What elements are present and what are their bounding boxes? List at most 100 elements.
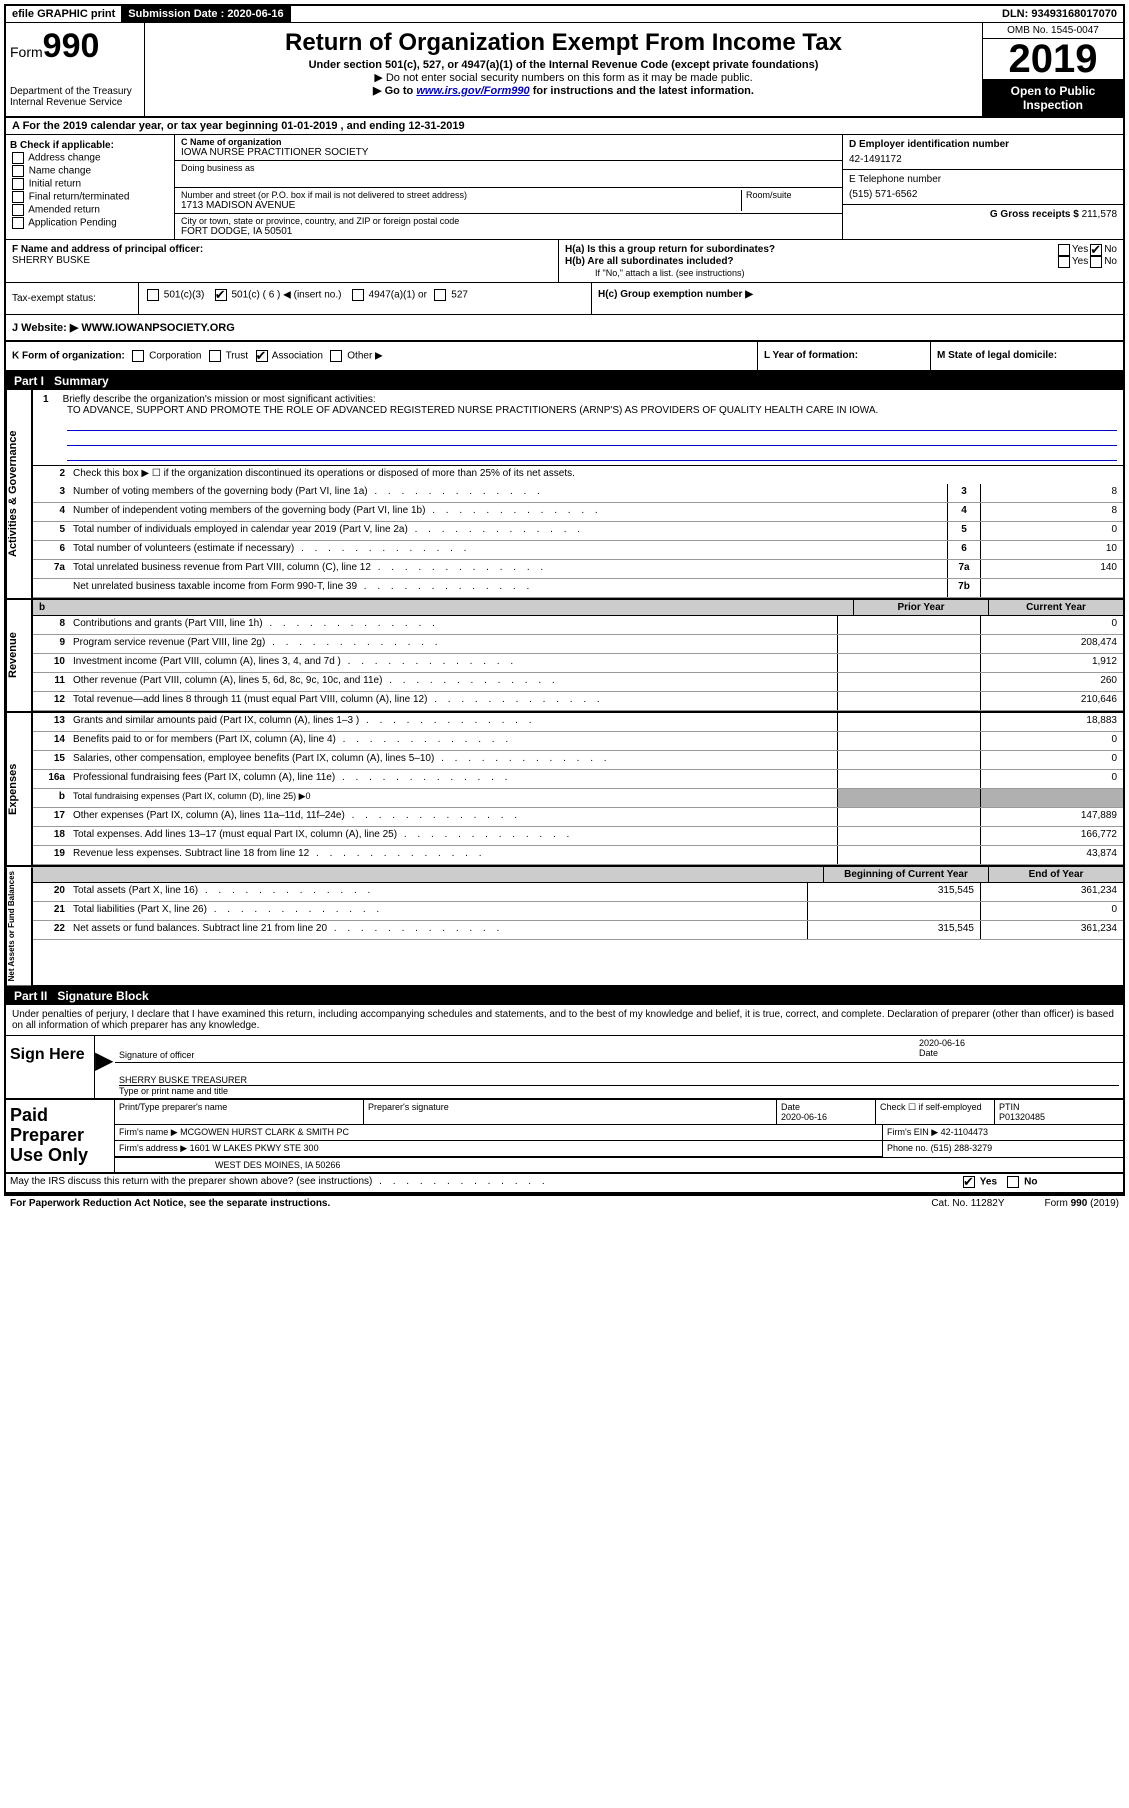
table-row: 18Total expenses. Add lines 13–17 (must …: [33, 827, 1123, 846]
mission-block: 1Briefly describe the organization's mis…: [33, 390, 1123, 466]
checkbox-column: B Check if applicable: Address change Na…: [6, 135, 175, 239]
line-2: 2 Check this box ▶ ☐ if the organization…: [33, 466, 1123, 484]
website-row: J Website: ▶ WWW.IOWANPSOCIETY.ORG: [6, 315, 1123, 342]
cat-no: Cat. No. 11282Y: [931, 1198, 1004, 1209]
table-row: Net unrelated business taxable income fr…: [33, 579, 1123, 598]
chk-initial[interactable]: Initial return: [10, 178, 170, 190]
governance-section: Activities & Governance 1Briefly describ…: [6, 390, 1123, 598]
table-row: 13Grants and similar amounts paid (Part …: [33, 713, 1123, 732]
form-subtitle: Under section 501(c), 527, or 4947(a)(1)…: [149, 59, 978, 71]
part1-header: Part I Summary: [6, 372, 1123, 390]
table-row: 9Program service revenue (Part VIII, lin…: [33, 635, 1123, 654]
sig-officer-line: Signature of officer 2020-06-16Date: [115, 1036, 1123, 1063]
sidebar-expenses: Expenses: [6, 713, 33, 865]
table-row: 10Investment income (Part VIII, column (…: [33, 654, 1123, 673]
sidebar-netassets: Net Assets or Fund Balances: [6, 867, 33, 985]
netassets-section: Net Assets or Fund Balances Beginning of…: [6, 867, 1123, 987]
table-row: 19Revenue less expenses. Subtract line 1…: [33, 846, 1123, 865]
officer-cell: F Name and address of principal officer:…: [6, 240, 559, 282]
declaration-text: Under penalties of perjury, I declare th…: [6, 1005, 1123, 1035]
status-label: Tax-exempt status:: [6, 283, 139, 314]
name-address-column: C Name of organization IOWA NURSE PRACTI…: [175, 135, 843, 239]
ein-column: D Employer identification number 42-1491…: [843, 135, 1123, 239]
form-title: Return of Organization Exempt From Incom…: [149, 29, 978, 57]
tax-year: 2019: [983, 39, 1123, 80]
preparer-block: Paid Preparer Use Only Print/Type prepar…: [6, 1098, 1123, 1174]
irs-label: Internal Revenue Service: [10, 97, 140, 108]
m-state: M State of legal domicile:: [931, 342, 1123, 370]
revenue-section: Revenue b Prior Year Current Year 8Contr…: [6, 598, 1123, 713]
dln: DLN: 93493168017070: [996, 6, 1123, 22]
chk-final[interactable]: Final return/terminated: [10, 191, 170, 203]
instructions-link[interactable]: www.irs.gov/Form990: [416, 85, 529, 97]
table-row: 5Total number of individuals employed in…: [33, 522, 1123, 541]
chk-pending[interactable]: Application Pending: [10, 217, 170, 229]
status-options: 501(c)(3) 501(c) ( 6 ) ◀ (insert no.) 49…: [139, 283, 592, 314]
header-right: OMB No. 1545-0047 2019 Open to Public In…: [983, 23, 1123, 116]
k-form-org: K Form of organization: Corporation Trus…: [6, 342, 758, 370]
chk-name[interactable]: Name change: [10, 165, 170, 177]
net-col-header: Beginning of Current Year End of Year: [33, 867, 1123, 883]
note-2: ▶ Go to www.irs.gov/Form990 for instruct…: [149, 84, 978, 97]
table-row: 16aProfessional fundraising fees (Part I…: [33, 770, 1123, 789]
tax-period: A For the 2019 calendar year, or tax yea…: [6, 118, 1123, 135]
top-bar: efile GRAPHIC print Submission Date : 20…: [6, 6, 1123, 23]
preparer-grid: Print/Type preparer's name Preparer's si…: [115, 1100, 1123, 1172]
table-row: 3Number of voting members of the governi…: [33, 484, 1123, 503]
open-public-badge: Open to Public Inspection: [983, 80, 1123, 116]
header-left: Form990 Department of the Treasury Inter…: [6, 23, 145, 116]
part2-header: Part II Signature Block: [6, 987, 1123, 1005]
form-ref: Form 990 (2019): [1045, 1198, 1119, 1209]
officer-name-line: SHERRY BUSKE TREASURERType or print name…: [115, 1063, 1123, 1098]
dept-label: Department of the Treasury: [10, 86, 140, 97]
table-row: 8Contributions and grants (Part VIII, li…: [33, 616, 1123, 635]
org-name-cell: C Name of organization IOWA NURSE PRACTI…: [175, 135, 842, 161]
hc-cell: H(c) Group exemption number ▶: [592, 283, 1123, 314]
table-row: 6Total number of volunteers (estimate if…: [33, 541, 1123, 560]
discuss-row: May the IRS discuss this return with the…: [6, 1174, 1123, 1194]
table-row: 7aTotal unrelated business revenue from …: [33, 560, 1123, 579]
spacer: [291, 12, 996, 16]
efile-label: efile GRAPHIC print: [6, 6, 122, 22]
l-year: L Year of formation:: [758, 342, 931, 370]
form-container: efile GRAPHIC print Submission Date : 20…: [4, 4, 1125, 1196]
entity-block: B Check if applicable: Address change Na…: [6, 135, 1123, 240]
table-row: 15Salaries, other compensation, employee…: [33, 751, 1123, 770]
table-row: 4Number of independent voting members of…: [33, 503, 1123, 522]
form-header: Form990 Department of the Treasury Inter…: [6, 23, 1123, 118]
officer-row: F Name and address of principal officer:…: [6, 240, 1123, 283]
address-cell: Number and street (or P.O. box if mail i…: [175, 188, 842, 214]
dba-cell: Doing business as: [175, 161, 842, 188]
sign-here-block: Sign Here ▶ Signature of officer 2020-06…: [6, 1035, 1123, 1098]
table-row: 14Benefits paid to or for members (Part …: [33, 732, 1123, 751]
chk-address[interactable]: Address change: [10, 152, 170, 164]
rev-col-header: b Prior Year Current Year: [33, 600, 1123, 616]
sign-here-label: Sign Here: [6, 1036, 95, 1098]
table-row: 11Other revenue (Part VIII, column (A), …: [33, 673, 1123, 692]
city-cell: City or town, state or province, country…: [175, 214, 842, 239]
form-number: Form990: [10, 27, 140, 66]
preparer-label: Paid Preparer Use Only: [6, 1100, 115, 1172]
group-return-cell: H(a) Is this a group return for subordin…: [559, 240, 1123, 282]
footer: For Paperwork Reduction Act Notice, see …: [4, 1196, 1125, 1211]
gross-cell: G Gross receipts $ 211,578: [843, 205, 1123, 224]
table-row: 12Total revenue—add lines 8 through 11 (…: [33, 692, 1123, 711]
paperwork-notice: For Paperwork Reduction Act Notice, see …: [10, 1198, 330, 1209]
table-row: 17Other expenses (Part IX, column (A), l…: [33, 808, 1123, 827]
phone-cell: E Telephone number (515) 571-6562: [843, 170, 1123, 205]
expenses-section: Expenses 13Grants and similar amounts pa…: [6, 713, 1123, 867]
note-1: ▶ Do not enter social security numbers o…: [149, 71, 978, 84]
table-row: 21Total liabilities (Part X, line 26)0: [33, 902, 1123, 921]
tax-status-row: Tax-exempt status: 501(c)(3) 501(c) ( 6 …: [6, 283, 1123, 315]
table-row: 20Total assets (Part X, line 16)315,5453…: [33, 883, 1123, 902]
arrow-icon: ▶: [95, 1036, 115, 1098]
kform-row: K Form of organization: Corporation Trus…: [6, 342, 1123, 372]
sidebar-governance: Activities & Governance: [6, 390, 33, 598]
submission-date: Submission Date : 2020-06-16: [122, 6, 290, 22]
sidebar-revenue: Revenue: [6, 600, 33, 711]
chk-amended[interactable]: Amended return: [10, 204, 170, 216]
table-row: 22Net assets or fund balances. Subtract …: [33, 921, 1123, 940]
ein-cell: D Employer identification number 42-1491…: [843, 135, 1123, 170]
check-header: B Check if applicable:: [10, 140, 170, 151]
table-row: bTotal fundraising expenses (Part IX, co…: [33, 789, 1123, 808]
